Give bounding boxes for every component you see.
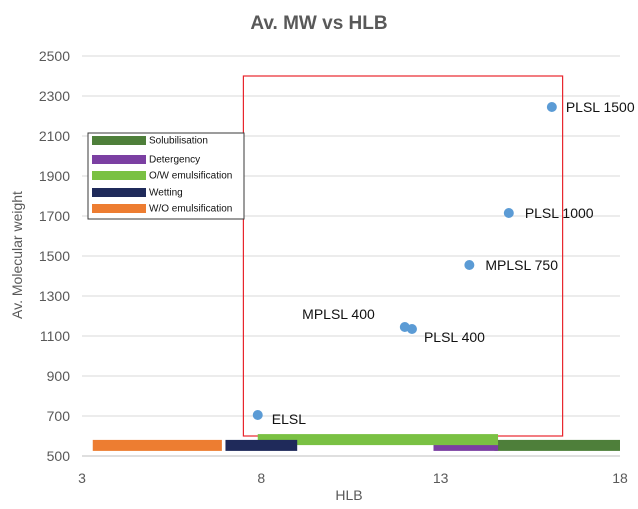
data-point (406, 324, 417, 334)
legend-swatch (92, 155, 146, 164)
point-label: PLSL 1500 (566, 99, 635, 115)
y-tick-label: 1100 (40, 328, 70, 344)
y-tick-label: 500 (47, 448, 71, 464)
x-axis-ticks: 3 8 13 18 (78, 470, 628, 486)
legend-swatch (92, 204, 146, 213)
legend-swatch (92, 188, 146, 197)
y-tick-label: 900 (47, 368, 71, 384)
data-point (464, 260, 475, 270)
range-bar (494, 439, 620, 451)
y-axis-ticks: 500 700 900 1100 1300 1500 1700 1900 2100 2300 250… (39, 48, 70, 464)
data-point (503, 208, 514, 218)
x-tick-label: 18 (612, 470, 628, 486)
legend-item: Wetting (149, 188, 183, 199)
data-point (252, 410, 263, 420)
legend: Solubilisation Detergency O/W emulsificati… (87, 132, 245, 220)
range-bar (257, 434, 499, 446)
point-label: PLSL 400 (424, 329, 485, 345)
legend-item: O/W emulsification (149, 171, 232, 182)
grid-lines (82, 55, 620, 417)
x-tick-label: 3 (78, 470, 86, 486)
range-bar (225, 439, 298, 451)
y-tick-label: 2500 (39, 48, 70, 64)
x-tick-label: 8 (257, 470, 265, 486)
y-tick-label: 1500 (39, 248, 70, 264)
point-label: MPLSL 750 (485, 257, 558, 273)
y-tick-label: 1300 (39, 288, 70, 304)
range-bars (92, 434, 620, 451)
x-tick-label: 13 (433, 470, 449, 486)
y-tick-label: 2100 (39, 128, 70, 144)
data-point (546, 102, 557, 112)
chart-title: Av. MW vs HLB (250, 13, 387, 34)
y-tick-label: 700 (47, 408, 71, 424)
range-bar (92, 439, 222, 451)
point-label: PLSL 1000 (525, 205, 594, 221)
legend-item: W/O emulsification (149, 204, 232, 215)
y-tick-label: 1700 (39, 208, 70, 224)
legend-item: Solubilisation (149, 136, 208, 147)
legend-item: Detergency (149, 155, 200, 166)
point-label: ELSL (272, 411, 306, 427)
point-labels: PLSL 1500 PLSL 1000 MPLSL 750 MPLSL 400 PLSL… (272, 99, 635, 427)
legend-swatch (92, 171, 146, 180)
y-axis-label: Av. Molecular weight (9, 191, 25, 319)
point-label: MPLSL 400 (302, 306, 375, 322)
x-axis-label: HLB (335, 487, 362, 503)
y-tick-label: 1900 (39, 168, 70, 184)
legend-swatch (92, 136, 146, 145)
range-bar (433, 439, 499, 451)
data-points (252, 102, 557, 420)
y-tick-label: 2300 (39, 88, 70, 104)
